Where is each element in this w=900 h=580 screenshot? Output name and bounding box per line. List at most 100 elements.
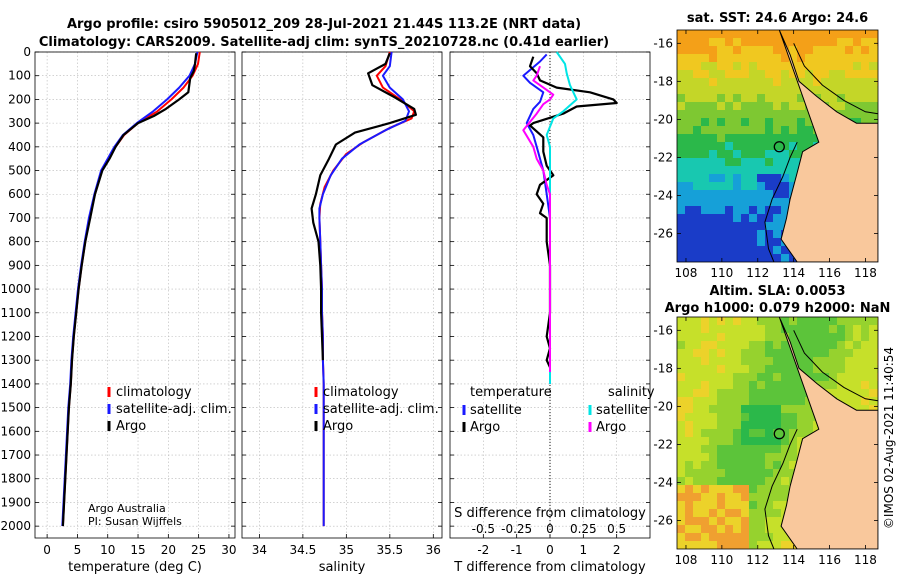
map-cell <box>797 110 806 119</box>
map-cell <box>757 453 766 462</box>
map-cell <box>701 110 710 119</box>
map-cell <box>677 365 686 374</box>
map-cell <box>805 333 814 342</box>
y-tick-label: 800 <box>8 235 31 249</box>
map-cell <box>701 501 710 510</box>
map-cell <box>837 333 846 342</box>
map-cell <box>741 445 750 454</box>
map-cell <box>701 62 710 71</box>
map-cell <box>773 38 782 47</box>
map-cell <box>677 254 686 262</box>
map-cell <box>677 333 686 342</box>
map-cell <box>821 373 830 382</box>
map-cell <box>693 365 702 374</box>
map-cell <box>693 110 702 119</box>
map-cell <box>685 94 694 103</box>
map-cell <box>749 421 758 430</box>
map-cell <box>757 46 766 55</box>
map-cell <box>701 70 710 79</box>
map-cell <box>869 397 878 406</box>
map-cell <box>741 397 750 406</box>
map-cell <box>805 405 814 414</box>
map-cell <box>813 38 822 47</box>
map-cell <box>749 230 758 239</box>
map-cell <box>869 54 878 63</box>
map-cell <box>717 533 726 542</box>
map-cell <box>829 70 838 79</box>
map-cell <box>725 126 734 135</box>
map-cell <box>845 62 854 71</box>
map-cell <box>749 174 758 183</box>
credit-line2: PI: Susan Wijffels <box>88 515 182 528</box>
series-line <box>318 51 410 527</box>
map-cell <box>677 126 686 135</box>
map-cell <box>685 373 694 382</box>
map-cell <box>733 150 742 159</box>
map-cell <box>717 541 726 549</box>
map-cell <box>725 437 734 446</box>
map-cell <box>741 166 750 175</box>
map-cell <box>685 413 694 422</box>
map-cell <box>685 230 694 239</box>
map-cell <box>765 118 774 127</box>
map-cell <box>781 158 790 167</box>
map-cell <box>757 230 766 239</box>
map-cell <box>757 158 766 167</box>
bathymetry-contour <box>764 428 798 549</box>
map-cell <box>717 46 726 55</box>
map-cell <box>773 365 782 374</box>
map-cell <box>797 70 806 79</box>
map-cell <box>749 206 758 215</box>
map-cell <box>813 30 822 39</box>
map-cell <box>757 174 766 183</box>
map-cell <box>741 333 750 342</box>
map-cell <box>781 126 790 135</box>
map-cell <box>853 78 862 87</box>
map-cell <box>853 118 862 127</box>
map-cell <box>837 70 846 79</box>
map-cell <box>797 46 806 55</box>
map-cell <box>781 389 790 398</box>
map-cell <box>725 325 734 334</box>
map-cell <box>757 461 766 470</box>
map-cell <box>677 54 686 63</box>
map-cell <box>717 94 726 103</box>
map-cell <box>685 341 694 350</box>
map-cell <box>877 389 878 398</box>
map-cell <box>797 150 806 159</box>
map-cell <box>869 357 878 366</box>
map-cell <box>861 365 870 374</box>
map-cell <box>837 38 846 47</box>
map-cell <box>693 182 702 191</box>
x-tick-label: 36 <box>426 543 441 557</box>
map-cell <box>677 182 686 191</box>
map-cell <box>725 501 734 510</box>
map-cell <box>749 413 758 422</box>
map-cell <box>765 174 774 183</box>
map-cell <box>725 373 734 382</box>
map-cell <box>701 373 710 382</box>
map-cell <box>717 110 726 119</box>
map-cell <box>781 190 790 199</box>
map-cell <box>757 134 766 143</box>
map-cell <box>757 341 766 350</box>
map-cell <box>741 469 750 478</box>
map-cell <box>741 477 750 486</box>
map-cell <box>869 365 878 374</box>
map-cell <box>853 62 862 71</box>
map-cell <box>757 166 766 175</box>
map-cell <box>709 485 718 494</box>
map-cell <box>709 501 718 510</box>
y-tick-label: 2000 <box>0 519 31 533</box>
map-field <box>677 317 878 549</box>
map-cell <box>685 38 694 47</box>
map-cell <box>877 325 878 334</box>
map-cell <box>797 78 806 87</box>
map-cell <box>805 70 814 79</box>
map-cell <box>861 54 870 63</box>
map-cell <box>709 94 718 103</box>
map-cell <box>733 222 742 231</box>
map-cell <box>725 405 734 414</box>
map-cell <box>677 533 686 542</box>
map-cell <box>741 230 750 239</box>
